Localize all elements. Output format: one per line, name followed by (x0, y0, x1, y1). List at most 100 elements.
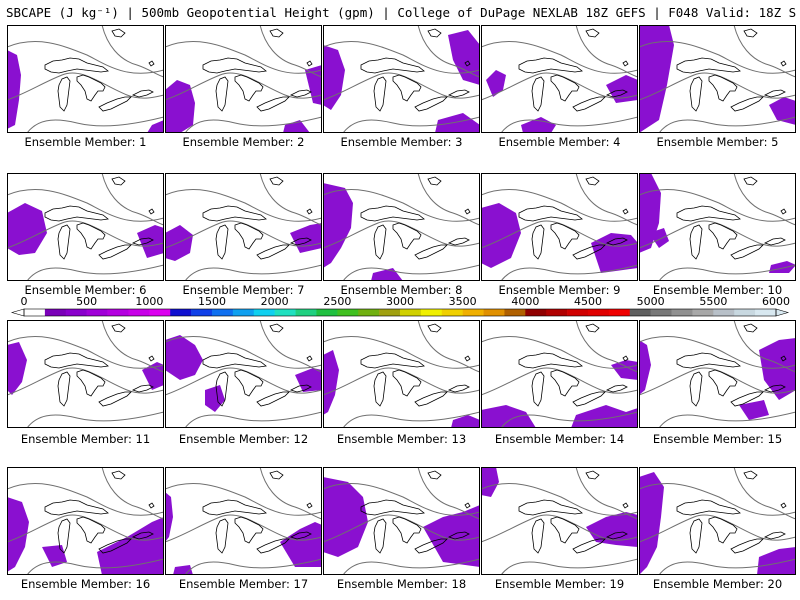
coastline (689, 518, 703, 554)
colorbar-segment (671, 309, 693, 316)
ensemble-member-map (481, 25, 638, 133)
height-contour (639, 367, 796, 396)
coastline (550, 516, 580, 544)
ensemble-member-label: Ensemble Member: 11 (20, 432, 151, 446)
coastline (98, 96, 132, 112)
coastline (392, 222, 422, 250)
cape-fill-region (42, 545, 67, 567)
coastline (148, 60, 155, 67)
coastline (572, 96, 606, 112)
height-contour (481, 336, 638, 369)
coastline (360, 57, 425, 74)
height-contour (7, 41, 164, 74)
height-contour (165, 483, 322, 516)
cape-colorbar (10, 308, 790, 317)
height-contour (101, 467, 164, 520)
cape-fill-region (649, 228, 669, 248)
coastline (730, 538, 764, 554)
cape-fill-region (769, 97, 796, 125)
panel-border (323, 25, 480, 133)
coastline (708, 222, 738, 250)
height-contour (323, 367, 480, 396)
cape-fill-region (7, 497, 29, 572)
coastline (44, 205, 109, 222)
cape-fill-region (586, 512, 638, 547)
coastline (373, 371, 387, 407)
height-contour (733, 173, 796, 226)
colorbar-segment (629, 309, 651, 316)
coastline (676, 205, 741, 222)
cape-fill-region (165, 225, 193, 261)
coastline (708, 516, 738, 544)
coastline (289, 89, 312, 98)
colorbar-segment (713, 309, 735, 316)
member-map-svg (323, 173, 480, 281)
panel-border (7, 320, 164, 428)
height-contour (342, 264, 480, 281)
ensemble-member-map (481, 467, 638, 575)
coastline (111, 323, 126, 333)
colorbar-segment (191, 309, 213, 316)
coastline (708, 369, 738, 397)
height-contour (26, 116, 164, 133)
colorbar-tick-label: 4500 (574, 295, 602, 308)
height-contour (639, 189, 796, 222)
cape-fill-region (448, 30, 480, 85)
coastline (289, 531, 312, 540)
colorbar-tick-label: 5500 (699, 295, 728, 308)
member-map-svg (165, 320, 322, 428)
colorbar-segment (337, 309, 359, 316)
panel-border (7, 173, 164, 281)
height-contour (639, 220, 796, 249)
coastline (98, 391, 132, 407)
colorbar-segment (608, 309, 631, 316)
colorbar-tick-label: 4000 (511, 295, 540, 308)
cape-fill-region (97, 517, 164, 575)
height-contour (7, 367, 164, 396)
member-map-svg (481, 25, 638, 133)
colorbar-segment (212, 309, 234, 316)
coastline (215, 224, 229, 260)
member-map-svg (481, 320, 638, 428)
ensemble-member-map (481, 320, 638, 428)
colorbar-min-arrow (10, 308, 25, 317)
coastline (392, 369, 422, 397)
height-contour (259, 25, 322, 78)
height-contour (639, 41, 796, 74)
coastline (44, 57, 109, 74)
coastline (730, 96, 764, 112)
coastline (202, 352, 267, 369)
cape-fill-region (323, 350, 339, 415)
coastline (550, 369, 580, 397)
height-contour (658, 116, 796, 133)
coastline (202, 205, 267, 222)
height-contour (481, 514, 638, 543)
ensemble-member-label: Ensemble Member: 10 (652, 283, 783, 297)
colorbar-tick-label: 500 (76, 295, 98, 308)
colorbar-segment (232, 309, 255, 316)
height-contour (575, 173, 638, 226)
height-contour (639, 336, 796, 369)
coastline (360, 499, 425, 516)
coastline (148, 502, 155, 509)
member-map-svg (7, 25, 164, 133)
coastline (373, 224, 387, 260)
height-contour (658, 558, 796, 575)
coastline (215, 371, 229, 407)
colorbar-tick-label: 0 (20, 295, 28, 308)
coastline (256, 244, 290, 260)
coastline (464, 502, 471, 509)
coastline (44, 499, 109, 516)
cape-fill-region (323, 183, 353, 268)
coastline (234, 369, 264, 397)
ensemble-member-map (639, 320, 796, 428)
ensemble-member-map (323, 320, 480, 428)
height-contour (165, 336, 322, 369)
coastline (360, 352, 425, 369)
height-contour (342, 116, 480, 133)
ensemble-member-map (165, 467, 322, 575)
height-contour (101, 25, 164, 78)
member-map-svg (165, 467, 322, 575)
cape-fill-region (435, 113, 480, 133)
coastline (215, 518, 229, 554)
